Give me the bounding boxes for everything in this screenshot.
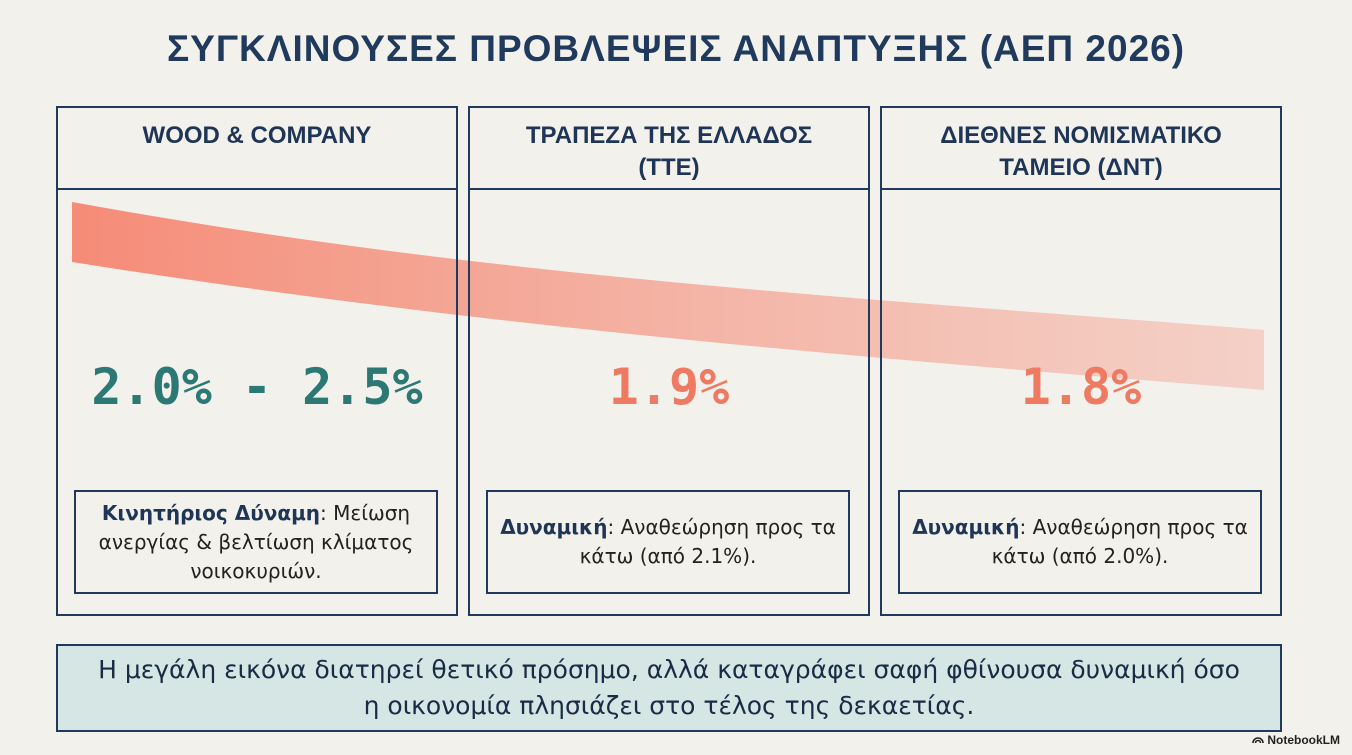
- note: Δυναμική: Αναθεώρηση προς τα κάτω (από 2…: [898, 490, 1262, 594]
- note-text: : Αναθεώρηση προς τα κάτω (από 2.1%).: [579, 515, 836, 568]
- column: ΔΙΕΘΝΕΣ ΝΟΜΙΣΜΑΤΙΚΟ ΤΑΜΕΙΟ (ΔΝΤ) 1.8% Δυ…: [880, 106, 1282, 616]
- note: Κινητήριος Δύναμη: Μείωση ανεργίας & βελ…: [74, 490, 438, 594]
- note: Δυναμική: Αναθεώρηση προς τα κάτω (από 2…: [486, 490, 850, 594]
- note-label: Δυναμική: [500, 515, 608, 539]
- note-text: : Αναθεώρηση προς τα κάτω (από 2.0%).: [991, 515, 1248, 568]
- forecast-value: 1.9%: [608, 358, 730, 416]
- watermark-icon: [1252, 737, 1264, 744]
- note-body: Δυναμική: Αναθεώρηση προς τα κάτω (από 2…: [496, 513, 840, 571]
- watermark: NotebookLM: [1252, 733, 1340, 747]
- forecast-value: 1.8%: [1020, 358, 1142, 416]
- note-text: : Μείωση ανεργίας & βελτίωση κλίματος νο…: [98, 500, 414, 583]
- summary: Η μεγάλη εικόνα διατηρεί θετικό πρόσημο,…: [56, 644, 1282, 732]
- column: ΤΡΑΠΕΖΑ ΤΗΣ ΕΛΛΑΔΟΣ (ΤΤΕ) 1.9% Δυναμική:…: [468, 106, 870, 616]
- column: WOOD & COMPANY 2.0% - 2.5% Κινητήριος Δύ…: [56, 106, 458, 616]
- column-header: WOOD & COMPANY: [58, 108, 456, 190]
- forecast-value: 2.0% - 2.5%: [91, 358, 423, 416]
- watermark-text: NotebookLM: [1267, 733, 1340, 747]
- title: ΣΥΓΚΛΙΝΟΥΣΕΣ ΠΡΟΒΛΕΨΕΙΣ ΑΝΑΠΤΥΞΗΣ (ΑΕΠ 2…: [166, 28, 1186, 69]
- note-body: Δυναμική: Αναθεώρηση προς τα κάτω (από 2…: [908, 513, 1252, 571]
- note-label: Κινητήριος Δύναμη: [101, 500, 321, 525]
- note-body: Κινητήριος Δύναμη: Μείωση ανεργίας & βελ…: [84, 499, 428, 586]
- note-label: Δυναμική: [912, 515, 1020, 539]
- column-header: ΔΙΕΘΝΕΣ ΝΟΜΙΣΜΑΤΙΚΟ ΤΑΜΕΙΟ (ΔΝΤ): [882, 108, 1280, 190]
- column-header: ΤΡΑΠΕΖΑ ΤΗΣ ΕΛΛΑΔΟΣ (ΤΤΕ): [470, 108, 868, 190]
- declining-trend: [72, 202, 1264, 390]
